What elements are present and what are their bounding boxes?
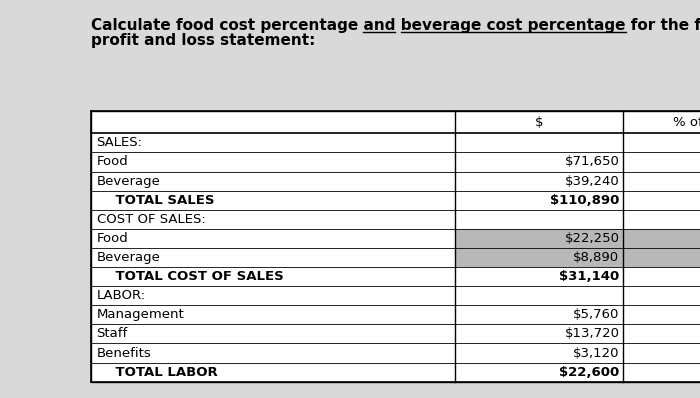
Text: $22,250: $22,250 (564, 232, 620, 245)
Text: $31,140: $31,140 (559, 270, 620, 283)
Text: Food: Food (97, 156, 128, 168)
Text: Calculate food cost percentage and beverage cost percentage for the following: Calculate food cost percentage and bever… (91, 18, 700, 33)
Text: $39,240: $39,240 (565, 175, 620, 187)
Text: $110,890: $110,890 (550, 194, 620, 207)
Text: Calculate food cost percentage and beverage cost percentage for the following: Calculate food cost percentage and bever… (91, 18, 700, 33)
Text: Management: Management (97, 308, 184, 321)
Text: TOTAL COST OF SALES: TOTAL COST OF SALES (97, 270, 284, 283)
Text: % of sales: % of sales (673, 116, 700, 129)
Text: $22,600: $22,600 (559, 366, 620, 378)
Text: profit and loss statement:: profit and loss statement: (91, 33, 316, 49)
Text: Beverage: Beverage (97, 251, 160, 264)
Text: SALES:: SALES: (97, 137, 143, 149)
Text: LABOR:: LABOR: (97, 289, 146, 302)
Text: $3,120: $3,120 (573, 347, 620, 359)
Text: Beverage: Beverage (97, 175, 160, 187)
Text: $: $ (535, 116, 543, 129)
Text: $13,720: $13,720 (564, 328, 620, 340)
Text: $5,760: $5,760 (573, 308, 620, 321)
Text: Benefits: Benefits (97, 347, 151, 359)
Text: COST OF SALES:: COST OF SALES: (97, 213, 205, 226)
Text: TOTAL LABOR: TOTAL LABOR (97, 366, 218, 378)
Text: $8,890: $8,890 (573, 251, 620, 264)
Text: $71,650: $71,650 (565, 156, 620, 168)
Text: Food: Food (97, 232, 128, 245)
Text: Staff: Staff (97, 328, 128, 340)
Text: TOTAL SALES: TOTAL SALES (97, 194, 214, 207)
